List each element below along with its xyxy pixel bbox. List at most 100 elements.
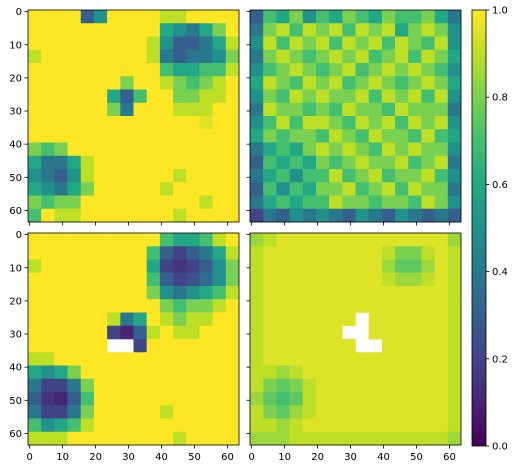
heatmap-cell [107,259,121,274]
heatmap-cell [80,208,95,223]
heatmap-cell [381,246,396,260]
heatmap-cell [67,195,82,210]
heatmap-cell [395,10,409,24]
heatmap-cell [434,286,449,300]
y-tick-label: 20 [9,296,22,307]
heatmap-cell [342,63,356,77]
heatmap-cell [133,299,147,313]
heatmap-cell [120,325,134,340]
heatmap-cell [408,378,422,393]
heatmap-cell [276,63,290,77]
heatmap-cell [54,116,68,130]
heatmap-cell [54,405,68,419]
heatmap-cell [67,286,82,300]
heatmap-cell [408,10,422,24]
heatmap-cell [54,259,68,274]
heatmap-cell [199,102,213,117]
heatmap-cell [381,259,396,274]
heatmap-cell [54,352,68,366]
heatmap-cell [342,365,356,380]
heatmap-cell [329,102,343,117]
heatmap-cell [93,63,108,77]
heatmap-cell [212,312,227,327]
heatmap-cell [263,155,277,170]
heatmap-cell [212,63,227,77]
heatmap-cell [225,76,240,90]
heatmap-cell [447,325,462,340]
heatmap-cell [263,339,277,353]
heatmap-cell [159,49,174,64]
heatmap-cell [133,182,147,196]
heatmap-cell [28,286,42,300]
heatmap-cell [289,392,304,406]
heatmap-cell [41,325,55,340]
heatmap-cell [133,352,147,366]
heatmap-cell [329,259,343,274]
heatmap-cell [447,299,462,313]
heatmap-cell [225,182,240,196]
heatmap-cell [355,89,369,104]
heatmap-cell [250,339,264,353]
heatmap-cell [199,365,213,380]
heatmap-cell [276,378,290,393]
heatmap-cell [146,325,161,340]
heatmap-cell [173,76,187,90]
heatmap-cell [146,142,161,157]
heatmap-cell [41,365,55,380]
heatmap-cell [107,63,121,77]
heatmap-cell [28,195,42,210]
heatmap-cell [67,352,82,366]
heatmap-cell [133,142,147,157]
heatmap-cell [421,299,435,313]
heatmap-cell [263,365,277,380]
heatmap-cell [368,352,383,366]
heatmap-cell [355,352,369,366]
heatmap-cell [146,102,161,117]
heatmap-cell [408,246,422,260]
heatmap-cell [250,182,264,196]
heatmap-cell [186,195,200,210]
heatmap-cell [28,49,42,64]
heatmap-cell [421,49,435,64]
heatmap-cell [381,352,396,366]
heatmap-cell [263,233,277,247]
heatmap-cell [329,116,343,130]
heatmap-cell [199,63,213,77]
x-tick-label: 40 [155,452,168,463]
heatmap-cell [225,431,240,446]
heatmap-cell [276,325,290,340]
heatmap-cell [342,299,356,313]
heatmap-cell [54,339,68,353]
heatmap-cell [368,36,383,51]
x-tick-label: 10 [56,452,69,463]
heatmap-cell [173,182,187,196]
heatmap-cell [93,233,108,247]
heatmap-cell [199,299,213,313]
heatmap-cell [263,89,277,104]
heatmap-cell [263,169,277,183]
heatmap-cell [434,36,449,51]
heatmap-cell [93,76,108,90]
heatmap-cell [276,49,290,64]
heatmap-cell [159,392,174,406]
heatmap-cell [67,405,82,419]
heatmap-cell [381,155,396,170]
heatmap-cell [199,10,213,24]
heatmap-cell [250,129,264,143]
heatmap-cell [447,208,462,223]
x-tick-label: 50 [410,452,423,463]
heatmap-cell [107,76,121,90]
x-tick-label: 60 [443,452,456,463]
heatmap-cell [276,102,290,117]
heatmap-cell [173,299,187,313]
heatmap-cell [447,378,462,393]
heatmap-cell [263,10,277,24]
heatmap-cell [434,392,449,406]
heatmap-cell [421,259,435,274]
heatmap-cell [434,325,449,340]
heatmap-cell [289,272,304,287]
heatmap-cell [263,312,277,327]
heatmap-cell [199,272,213,287]
heatmap-cell [381,182,396,196]
heatmap-cell [212,76,227,90]
